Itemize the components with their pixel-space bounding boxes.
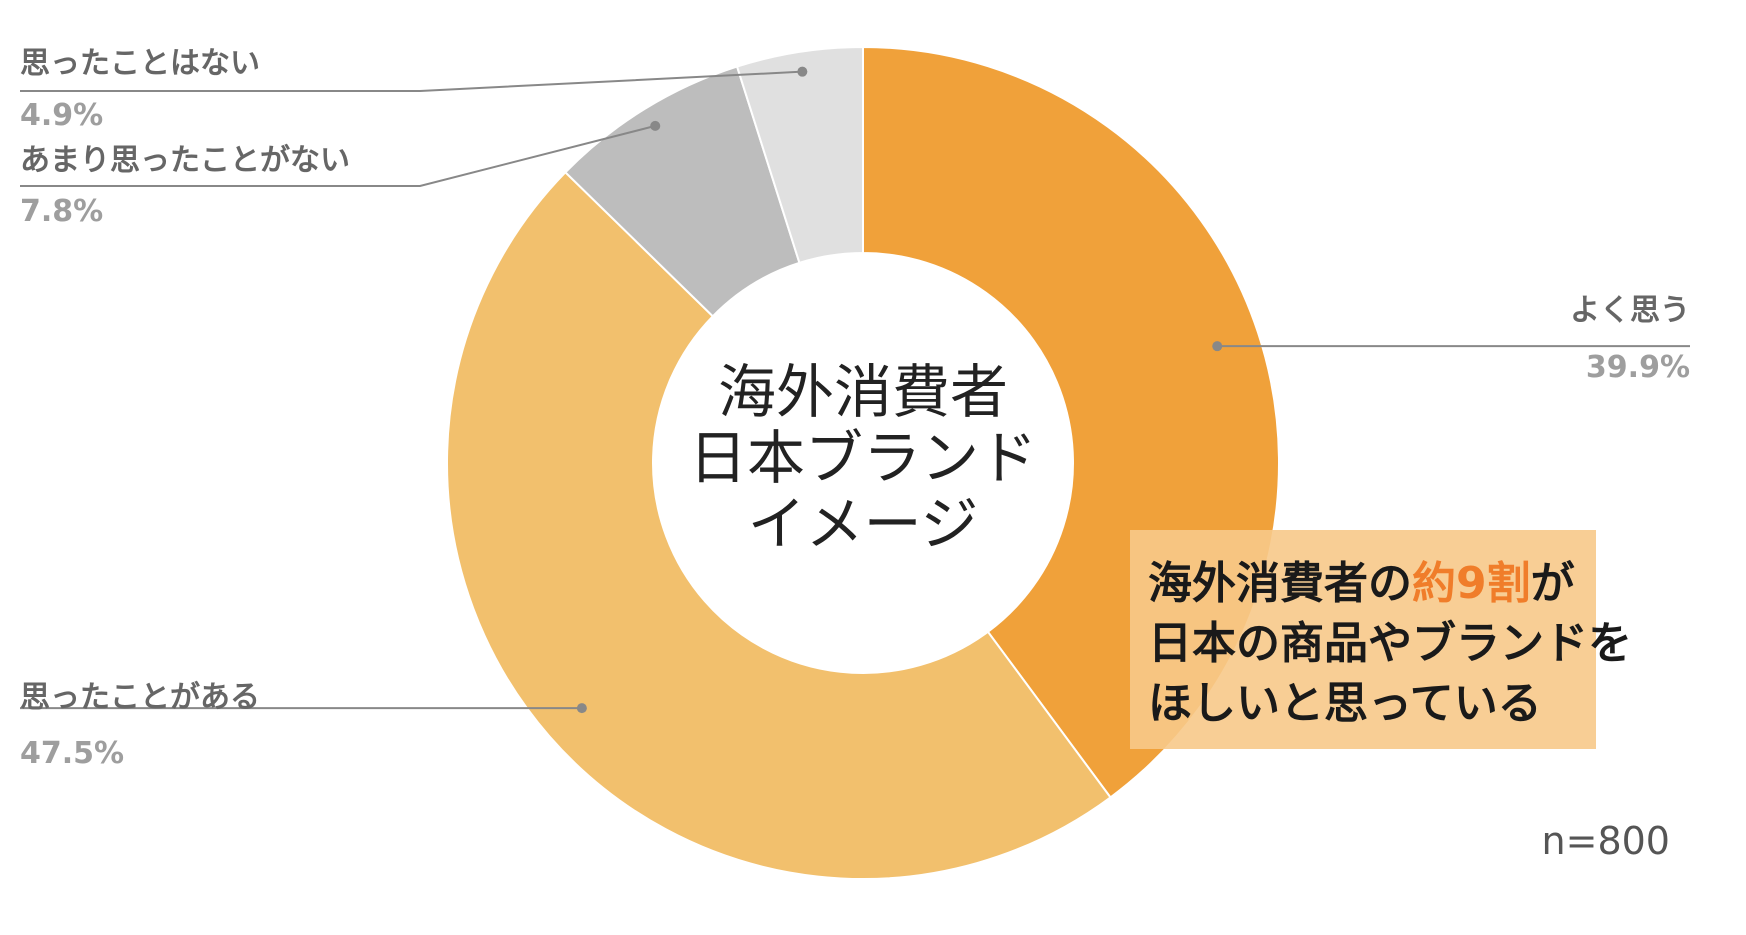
center-label-line-3: イメージ	[748, 490, 979, 558]
callout-background	[1130, 530, 1596, 749]
center-label-line-2: 日本ブランド	[689, 424, 1037, 492]
leader-dot-0	[1212, 341, 1223, 352]
slice-label-omotta-koto-wa-nai: 思ったことはない 4.9%	[20, 46, 260, 133]
slice-1	[445, 170, 1112, 880]
value-label-0: 39.9%	[1586, 350, 1690, 385]
category-label-1: 思ったことがある	[20, 680, 260, 715]
slice-label-amari: あまり思ったことがない 7.8%	[20, 143, 350, 229]
slice-label-yoku-omou: よく思う 39.9%	[1570, 293, 1690, 385]
slice-label-omotta-koto-ga-aru: 思ったことがある 47.5%	[20, 680, 260, 771]
leader-line-3	[20, 70, 803, 92]
center-label: 海外消費者 日本ブランド イメージ	[689, 358, 1037, 558]
value-label-1: 47.5%	[20, 736, 124, 771]
callout-line-2: 日本の商品やブランドを	[1148, 618, 1632, 669]
callout-line-3: ほしいと思っている	[1148, 678, 1542, 729]
leader-line-2	[20, 124, 656, 187]
category-label-0: よく思う	[1570, 293, 1690, 328]
callout-line-1-after: が	[1531, 558, 1575, 609]
value-label-3: 4.9%	[20, 98, 103, 133]
value-label-2: 7.8%	[20, 194, 103, 229]
leader-line-group	[20, 66, 1690, 714]
category-label-3: 思ったことはない	[20, 46, 260, 81]
callout-line-1-highlight: 約9割	[1412, 558, 1531, 609]
slice-3	[735, 45, 864, 265]
leader-dot-1	[576, 703, 587, 714]
callout-box: 海外消費者の約9割が 日本の商品やブランドを ほしいと思っている	[1130, 530, 1632, 749]
callout-line-1: 海外消費者の約9割が	[1148, 558, 1575, 609]
sample-size-note: n=800	[1542, 819, 1670, 863]
center-label-line-1: 海外消費者	[718, 358, 1008, 426]
category-label-2: あまり思ったことがない	[20, 143, 350, 178]
leader-dot-2	[650, 120, 661, 131]
leader-dot-3	[797, 66, 808, 77]
callout-line-1-before: 海外消費者の	[1148, 558, 1412, 609]
